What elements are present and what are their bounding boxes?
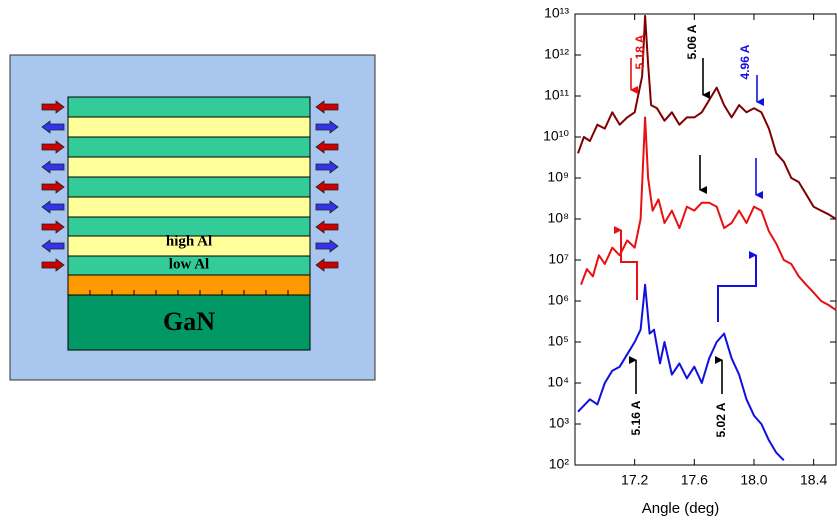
substrate-label: GaN [163,307,215,336]
y-tick-label: 10¹⁰ [543,128,569,144]
annotation: 5.06 A [685,24,699,59]
series-line [577,14,837,220]
strain-arrow [41,120,65,134]
layer [67,136,311,158]
strain-arrow [41,140,65,154]
strain-arrow [315,160,339,174]
layer-diagram: high Al low Al GaN [9,54,376,381]
strain-arrow [315,120,339,134]
y-tick-label: 10² [549,456,570,472]
y-tick-label: 10⁹ [547,169,569,185]
strain-arrow [41,200,65,214]
strain-arrow [315,200,339,214]
x-tick-label: 18.4 [800,472,827,488]
strain-arrow [315,220,339,234]
layer [67,156,311,178]
guide-step [717,251,757,322]
strain-arrow [41,160,65,174]
x-tick-label: 17.2 [621,472,648,488]
plot-frame [574,13,837,466]
layer-label: high Al [166,233,212,249]
strain-arrow [315,180,339,194]
y-tick-label: 10³ [549,415,570,431]
substrate [67,294,311,351]
strain-arrow [41,180,65,194]
x-tick-label: 17.6 [681,472,708,488]
strain-arrow [315,100,339,114]
x-axis-title: Angle (deg) [642,500,720,517]
y-tick-label: 10⁵ [548,333,569,349]
layer [67,176,311,198]
dislocation-ticks [89,290,289,295]
annotation: 5.16 A [629,400,643,435]
y-tick-label: 10⁶ [548,292,569,308]
y-tick-label: 10⁷ [548,251,569,267]
strain-arrows [41,100,339,272]
y-tick-label: 10¹³ [544,5,569,21]
y-tick-label: 10¹¹ [544,87,569,103]
y-tick-label: 10⁴ [547,374,569,390]
layer-label: low Al [169,256,209,272]
strain-arrow [41,100,65,114]
strain-arrow [315,140,339,154]
strain-arrow [41,258,65,272]
series-line [580,116,837,311]
annotation: 4.96 A [738,44,752,79]
layer [67,196,311,218]
strain-arrow [41,220,65,234]
x-tick-label: 18.0 [740,472,767,488]
strain-arrow [41,239,65,253]
y-tick-label: 10¹² [544,46,569,62]
series-line [577,283,785,462]
strain-arrow [315,239,339,253]
annotation: 5.18 A [633,34,647,69]
chart: 17.2 17.6 18.0 18.4 10² 10³ 10⁴ 10⁵ 10⁶ 10⁷ 10⁸ 10⁹… [543,5,837,517]
layer [67,116,311,138]
buffer-layer [67,274,311,296]
strain-arrow [315,258,339,272]
annotation: 5.02 A [714,402,728,437]
layer [67,96,311,118]
guide-step [614,226,638,300]
y-tick-label: 10⁸ [548,210,570,226]
